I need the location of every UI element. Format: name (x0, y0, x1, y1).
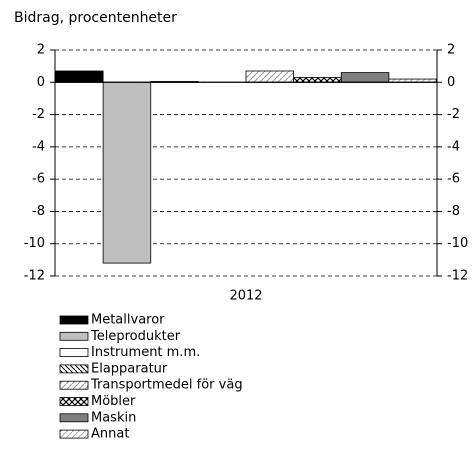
legend-label: Transportmedel för väg (90, 378, 243, 393)
y2-tick-label: -8 (447, 204, 460, 219)
legend-label: Teleprodukter (90, 329, 181, 344)
legend-label: Annat (91, 427, 129, 442)
x-tick-label: 2012 (229, 289, 262, 304)
bar (55, 70, 104, 83)
legend-label: Möbler (91, 394, 136, 409)
bar (245, 70, 295, 83)
legend-swatch (59, 413, 89, 423)
y-tick-label: 2 (37, 43, 45, 58)
legend-label: Maskin (91, 410, 136, 425)
legend-swatch (59, 315, 89, 325)
bar (293, 77, 342, 83)
legend-label: Instrument m.m. (91, 345, 200, 360)
bar (340, 72, 390, 83)
y-tick-label: -10 (24, 236, 45, 251)
y2-tick-label: -6 (447, 172, 460, 187)
y2-tick-label: -10 (447, 236, 468, 251)
legend-swatch (59, 348, 89, 358)
legend-swatch (59, 429, 89, 439)
legend-label: Elapparatur (91, 361, 168, 376)
legend-swatch (59, 331, 89, 341)
legend-swatch (59, 364, 89, 374)
y-tick-label: -8 (32, 204, 45, 219)
y2-tick-label: 0 (447, 75, 455, 90)
y2-tick-label: -12 (447, 269, 468, 284)
y2-tick-label: -2 (447, 107, 460, 122)
bar (102, 81, 152, 264)
y-tick-label: -4 (32, 139, 45, 154)
y2-tick-label: 2 (447, 43, 455, 58)
y-tick-label: -6 (32, 172, 45, 187)
legend-swatch (59, 397, 89, 406)
y-tick-label: -2 (32, 107, 45, 122)
legend-label: Metallvaror (91, 313, 165, 328)
legend-swatch (59, 380, 89, 390)
y2-tick-label: -4 (447, 139, 460, 154)
y-tick-label: 0 (37, 75, 45, 90)
y-tick-label: -12 (24, 269, 45, 284)
chart-title: Bidrag, procentenheter (14, 10, 177, 26)
